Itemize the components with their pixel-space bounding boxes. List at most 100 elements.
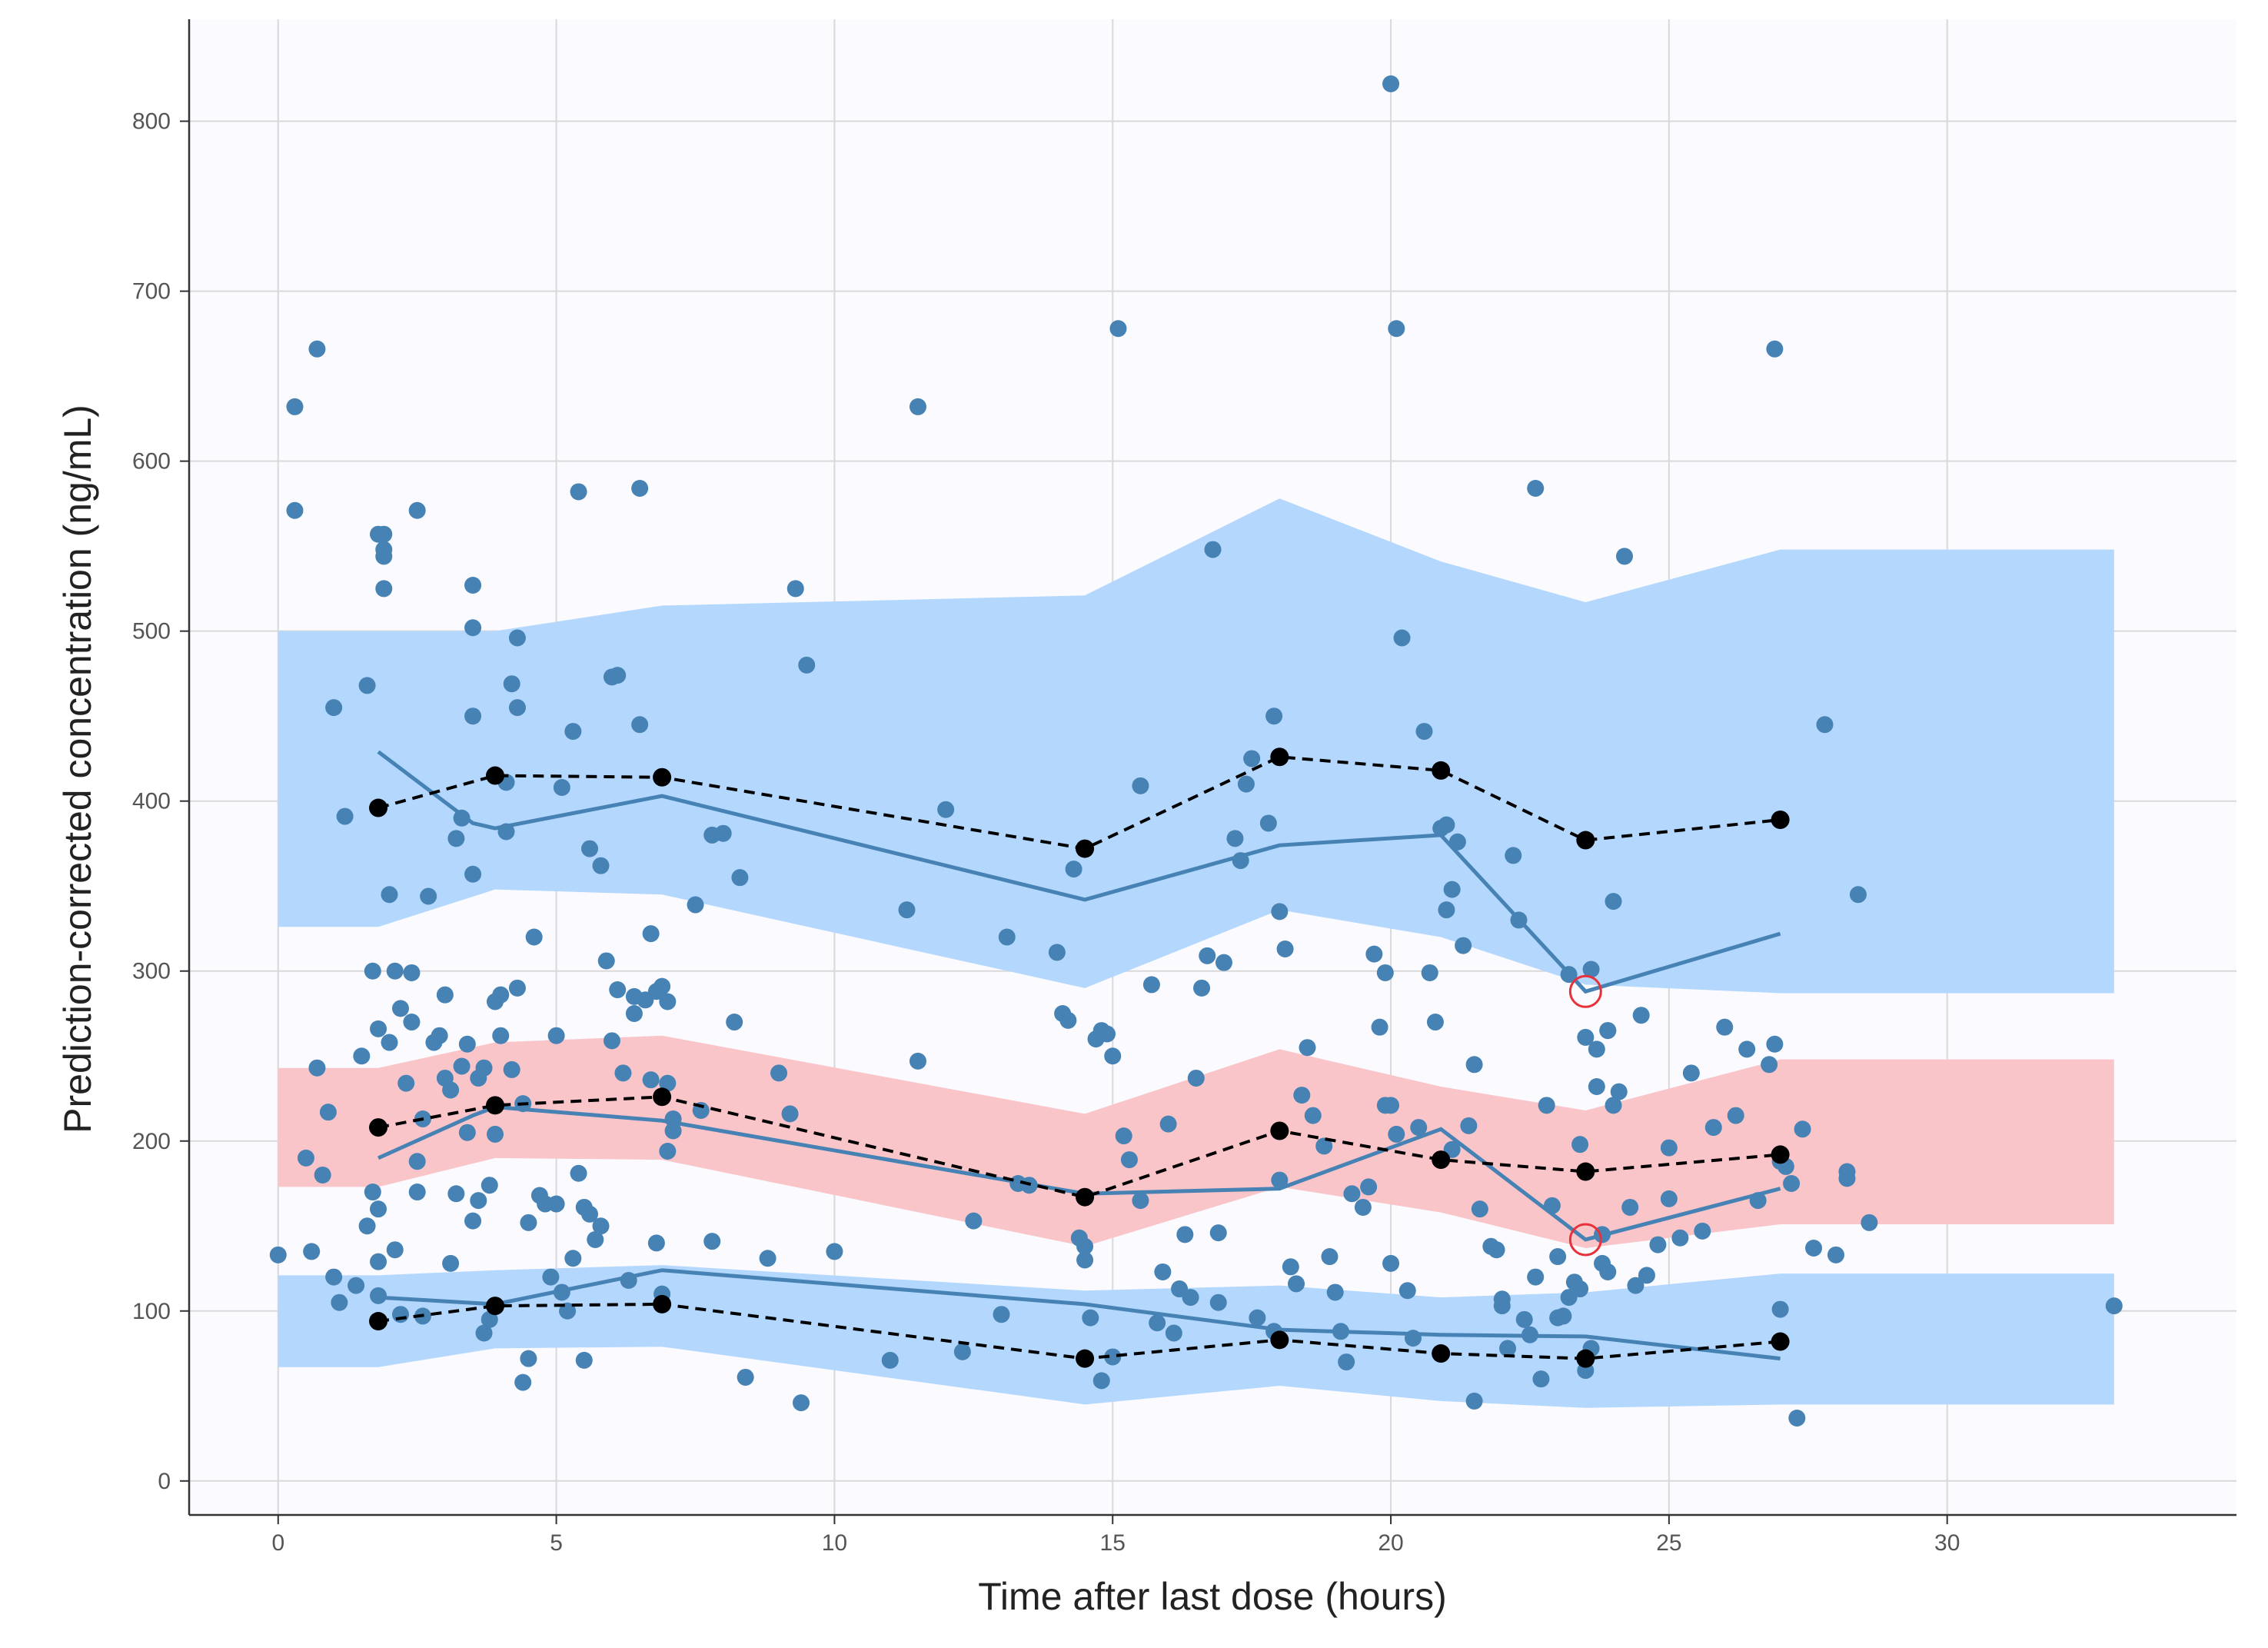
data-point — [564, 723, 582, 741]
data-point — [1076, 1237, 1094, 1255]
data-point — [1682, 1064, 1700, 1082]
data-point — [1288, 1275, 1305, 1293]
simulated-percentile-marker — [1771, 1145, 1790, 1164]
data-point — [1149, 1314, 1166, 1332]
data-point — [826, 1243, 843, 1260]
data-point — [781, 1105, 799, 1123]
data-point — [487, 1125, 504, 1143]
data-point — [386, 962, 404, 980]
data-point — [1104, 1047, 1122, 1065]
data-point — [1816, 716, 1834, 734]
data-point — [436, 986, 454, 1004]
data-point — [759, 1250, 777, 1267]
data-point — [898, 901, 916, 919]
data-point — [525, 928, 543, 946]
data-point — [464, 707, 482, 725]
data-point — [481, 1310, 498, 1328]
data-point — [1059, 1011, 1077, 1029]
data-point — [1588, 1040, 1605, 1058]
data-point — [1493, 1297, 1511, 1315]
simulated-percentile-marker — [1771, 811, 1790, 830]
data-point — [1527, 480, 1545, 498]
data-point — [1649, 1236, 1667, 1253]
data-point — [1582, 961, 1600, 978]
data-point — [553, 779, 570, 797]
data-point — [592, 857, 610, 874]
data-point — [370, 1253, 387, 1270]
data-point — [1577, 1028, 1595, 1046]
data-point — [514, 1373, 532, 1391]
x-tick-label: 0 — [271, 1530, 284, 1556]
data-point — [381, 1034, 398, 1051]
data-point — [1499, 1340, 1517, 1357]
data-point — [1660, 1139, 1678, 1157]
data-point — [659, 1074, 677, 1092]
data-point — [1109, 320, 1127, 338]
data-point — [1237, 775, 1255, 793]
simulated-percentile-marker — [369, 798, 388, 817]
data-point — [1182, 1289, 1199, 1307]
data-point — [1282, 1258, 1299, 1276]
x-tick-label: 30 — [1934, 1530, 1960, 1556]
simulated-percentile-marker — [486, 1297, 505, 1316]
data-point — [1209, 1224, 1227, 1242]
y-axis-title: Prediction-corrected concentration (ng/m… — [56, 405, 99, 1134]
data-point — [447, 1185, 465, 1203]
data-point — [664, 1122, 682, 1140]
data-point — [1065, 861, 1082, 878]
data-point — [1638, 1267, 1655, 1284]
data-point — [1376, 964, 1394, 981]
prediction-intervals — [278, 498, 2114, 1408]
data-point — [420, 887, 437, 905]
x-tick-label: 5 — [550, 1530, 563, 1556]
data-point — [659, 1143, 677, 1160]
data-point — [1142, 976, 1160, 994]
data-point — [1321, 1248, 1339, 1266]
data-point — [508, 629, 526, 647]
data-point — [1249, 1309, 1266, 1327]
data-point — [603, 1032, 620, 1050]
y-tick-label: 700 — [132, 279, 171, 305]
data-point — [442, 1254, 460, 1272]
data-point — [714, 824, 732, 842]
data-point — [508, 699, 526, 717]
data-point — [520, 1214, 537, 1231]
data-point — [2105, 1297, 2123, 1315]
data-point — [1599, 1022, 1617, 1040]
data-point — [1259, 814, 1277, 832]
data-point — [542, 1268, 560, 1286]
data-point — [770, 1064, 788, 1082]
simulated-percentile-marker — [486, 766, 505, 785]
data-point — [442, 1081, 460, 1099]
data-point — [1571, 1136, 1589, 1154]
data-point — [520, 1350, 537, 1367]
data-point — [464, 1212, 482, 1230]
data-point — [1226, 830, 1244, 847]
outlier-marker — [1568, 1223, 1602, 1257]
data-point — [1538, 1097, 1555, 1114]
data-point — [1326, 1283, 1344, 1301]
data-point — [453, 1057, 471, 1075]
data-point — [642, 1071, 660, 1089]
data-point — [1704, 1119, 1722, 1137]
outlier-markers — [1568, 974, 1602, 1257]
data-point — [475, 1059, 493, 1077]
data-point — [391, 1000, 409, 1017]
data-point — [726, 1014, 743, 1031]
data-point — [631, 716, 649, 734]
data-point — [1360, 1178, 1378, 1196]
simulated-percentile-marker — [1432, 761, 1451, 780]
simulated-percentile-marker — [1270, 1330, 1289, 1350]
data-point — [1788, 1410, 1806, 1427]
data-point — [909, 398, 926, 415]
data-point — [731, 869, 749, 887]
data-point — [1621, 1198, 1639, 1216]
data-point — [687, 896, 704, 914]
observed-percentile-line — [377, 1268, 1781, 1361]
data-point — [1671, 1229, 1689, 1247]
simulated-percentile-marker — [1076, 1187, 1095, 1207]
simulated-percentile-marker — [369, 1118, 388, 1137]
data-point — [597, 952, 615, 970]
